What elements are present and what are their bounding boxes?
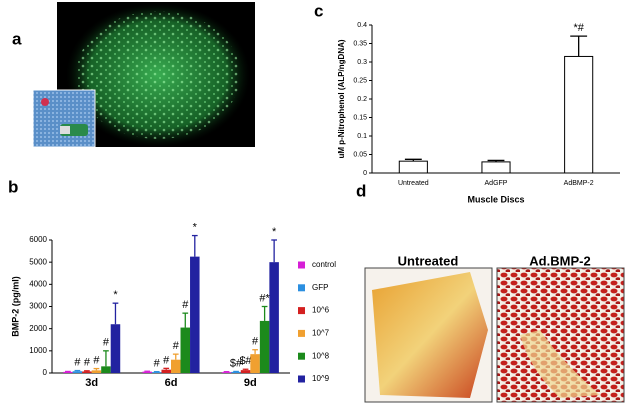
bar (171, 359, 181, 373)
significance-mark: $# (239, 355, 252, 367)
y-tick-label: 0.05 (353, 151, 367, 158)
legend-swatch (298, 329, 305, 337)
bar (101, 366, 111, 373)
bar (564, 55, 594, 174)
legend-label: 10^7 (312, 329, 330, 338)
x-tick-label: AdBMP-2 (564, 180, 594, 187)
legend-swatch (298, 375, 305, 383)
y-tick-label: 0 (43, 368, 48, 377)
histology-label: Ad.BMP-2 (529, 253, 590, 268)
significance-mark: # (84, 357, 91, 369)
inset-photo (32, 89, 96, 148)
legend-swatch (298, 261, 305, 269)
bar (240, 370, 251, 373)
bar (91, 370, 102, 373)
legend-swatch (298, 307, 305, 315)
bar (231, 371, 241, 373)
y-tick-label: 0.35 (353, 40, 367, 47)
y-axis-label: BMP-2 (pg/ml) (10, 276, 20, 337)
tissue (520, 330, 600, 398)
bar (110, 324, 121, 373)
bar (398, 160, 428, 174)
bar (151, 372, 162, 373)
bar (63, 371, 73, 373)
significance-mark: # (74, 356, 81, 368)
fluorescent-cells (76, 11, 240, 139)
legend-label: control (312, 260, 336, 269)
bar (269, 262, 279, 373)
significance-mark: # (182, 299, 189, 311)
y-tick-label: 5000 (29, 257, 47, 266)
legend-label: 10^8 (312, 351, 330, 360)
bar (82, 371, 92, 373)
significance-mark: *# (573, 22, 584, 34)
panel-letter: d (356, 181, 366, 200)
panel-letter: a (12, 29, 22, 48)
inset-disc (41, 98, 49, 106)
y-tick-label: 0.4 (357, 22, 367, 29)
legend-swatch (298, 352, 305, 360)
tissue (372, 272, 488, 398)
y-tick-label: 0.1 (357, 133, 367, 140)
bar (180, 327, 191, 373)
significance-mark: * (272, 226, 277, 238)
x-tick-label: AdGFP (485, 180, 508, 187)
y-axis-label: uM p-Nitrophenol (ALP/ngDNA) (337, 39, 346, 158)
x-tick-label: 3d (85, 377, 98, 389)
panel-letter: b (8, 177, 18, 196)
y-tick-label: 0.15 (353, 114, 367, 121)
y-tick-label: 0.2 (357, 96, 367, 103)
x-axis-label: Muscle Discs (467, 194, 524, 204)
bar (190, 256, 200, 373)
x-tick-label: 6d (165, 377, 178, 389)
significance-mark: # (163, 354, 170, 366)
bar (259, 320, 270, 373)
bar (161, 369, 171, 373)
y-tick-label: 0.25 (353, 77, 367, 84)
significance-mark: # (93, 354, 100, 366)
y-tick-label: 6000 (29, 235, 47, 244)
significance-mark: # (103, 337, 110, 349)
x-tick-label: Untreated (398, 180, 429, 187)
y-tick-label: 2000 (29, 324, 47, 333)
significance-mark: # (252, 336, 259, 348)
panel-letter: c (314, 1, 323, 20)
significance-mark: # (154, 358, 161, 370)
bar (250, 354, 260, 373)
significance-mark: $# (230, 357, 243, 369)
y-tick-label: 3000 (29, 302, 47, 311)
bar (72, 371, 83, 373)
significance-mark: * (113, 289, 118, 301)
legend-label: 10^6 (312, 306, 330, 315)
bar (142, 371, 152, 373)
legend-label: GFP (312, 283, 328, 292)
y-tick-label: 0 (363, 170, 367, 177)
y-tick-label: 1000 (29, 346, 47, 355)
y-tick-label: 0.3 (357, 59, 367, 66)
legend-label: 10^9 (312, 374, 330, 383)
histology-label: Untreated (398, 253, 459, 268)
inset-tool-tip (60, 126, 70, 134)
bar (481, 161, 511, 174)
y-tick-label: 4000 (29, 279, 47, 288)
bar (221, 372, 232, 373)
significance-mark: # (173, 340, 180, 352)
x-tick-label: 9d (244, 377, 257, 389)
legend-swatch (298, 284, 305, 292)
significance-mark: * (193, 221, 198, 233)
significance-mark: #* (259, 292, 270, 304)
